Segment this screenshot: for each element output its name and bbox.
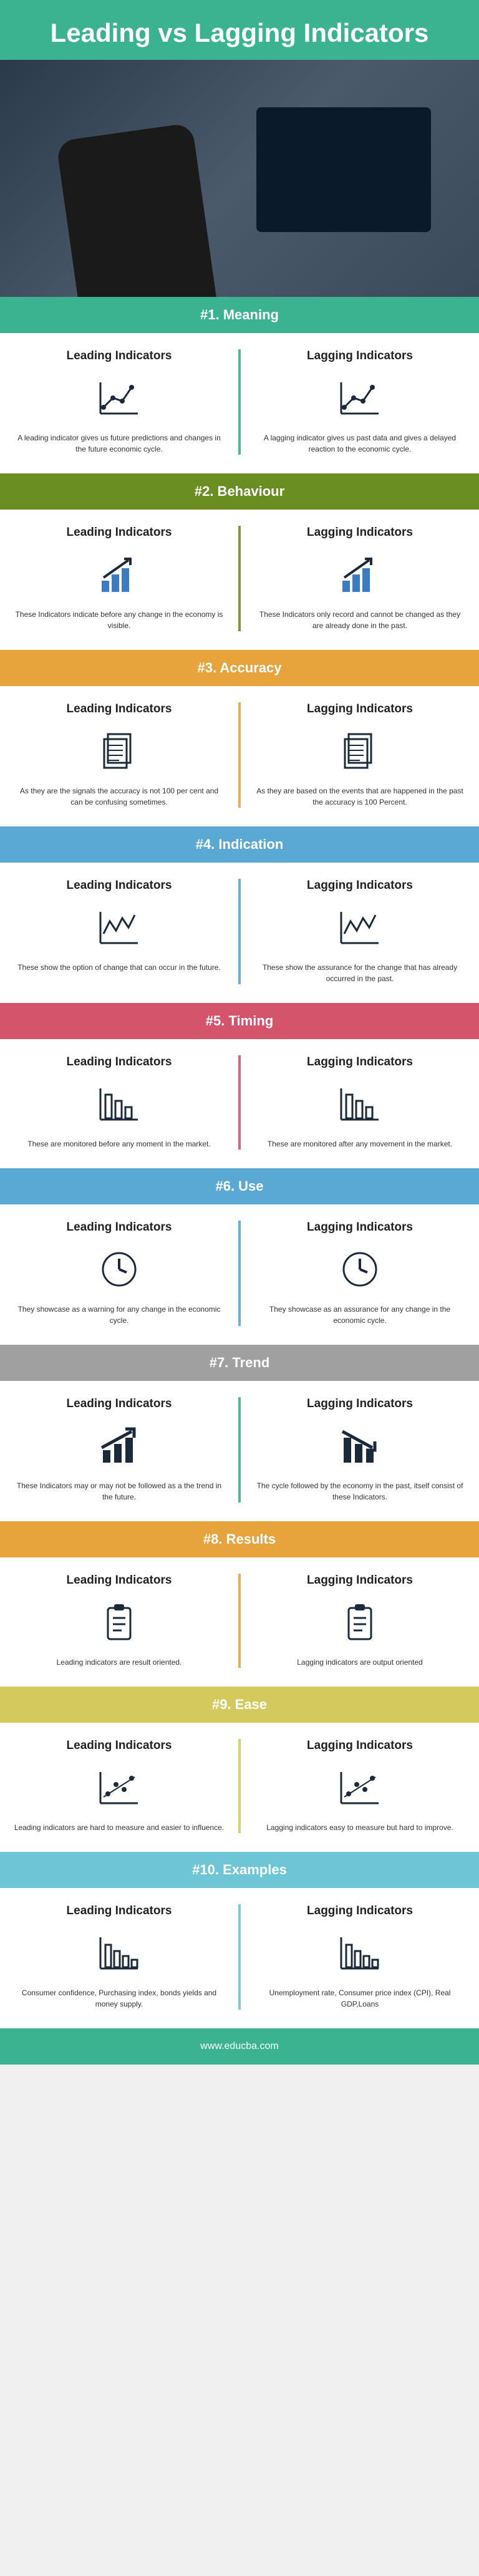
left-heading: Leading Indicators	[14, 1739, 225, 1753]
section-row-7: Leading Indicators These Indicators may …	[0, 1381, 479, 1521]
section-10-left-desc: Consumer confidence, Purchasing index, b…	[14, 1987, 225, 2010]
section-3-left-desc: As they are the signals the accuracy is …	[14, 785, 225, 808]
line-chart-up-icon	[91, 374, 147, 421]
section-header-5: #5. Timing	[0, 1003, 479, 1039]
section-header-10: #10. Examples	[0, 1852, 479, 1888]
left-heading: Leading Indicators	[14, 349, 225, 363]
section-row-8: Leading Indicators Leading indicators ar…	[0, 1557, 479, 1687]
left-heading: Leading Indicators	[14, 1574, 225, 1587]
section-2-right-desc: These Indicators only record and cannot …	[254, 609, 465, 631]
right-heading: Lagging Indicators	[254, 879, 465, 893]
right-heading: Lagging Indicators	[254, 1055, 465, 1069]
right-heading: Lagging Indicators	[254, 1221, 465, 1234]
page-title: Leading vs Lagging Indicators	[12, 19, 467, 47]
left-heading: Leading Indicators	[14, 1397, 225, 1411]
scatter-chart-icon	[91, 1764, 147, 1811]
left-heading: Leading Indicators	[14, 1055, 225, 1069]
left-heading: Leading Indicators	[14, 526, 225, 540]
right-heading: Lagging Indicators	[254, 526, 465, 540]
section-header-7: #7. Trend	[0, 1345, 479, 1381]
left-heading: Leading Indicators	[14, 702, 225, 716]
clock-icon	[91, 1246, 147, 1292]
section-header-6: #6. Use	[0, 1168, 479, 1204]
section-row-4: Leading Indicators These show the option…	[0, 863, 479, 1003]
left-heading: Leading Indicators	[14, 879, 225, 893]
right-heading: Lagging Indicators	[254, 349, 465, 363]
section-header-8: #8. Results	[0, 1521, 479, 1557]
section-header-3: #3. Accuracy	[0, 650, 479, 686]
section-8-right-desc: Lagging indicators are output oriented	[254, 1657, 465, 1668]
bar-chart-down-icon	[91, 1080, 147, 1127]
right-heading: Lagging Indicators	[254, 1574, 465, 1587]
section-2-left-desc: These Indicators indicate before any cha…	[14, 609, 225, 631]
bar-chart-icon	[91, 1929, 147, 1976]
section-7-right-desc: The cycle followed by the economy in the…	[254, 1480, 465, 1503]
section-header-9: #9. Ease	[0, 1687, 479, 1723]
section-3-right-desc: As they are based on the events that are…	[254, 785, 465, 808]
scatter-chart-icon	[332, 1764, 388, 1811]
section-row-6: Leading Indicators They showcase as a wa…	[0, 1204, 479, 1345]
section-8-left-desc: Leading indicators are result oriented.	[14, 1657, 225, 1668]
zigzag-chart-icon	[91, 904, 147, 951]
left-heading: Leading Indicators	[14, 1221, 225, 1234]
right-heading: Lagging Indicators	[254, 1397, 465, 1411]
section-row-1: Leading Indicators A leading indicator g…	[0, 333, 479, 473]
right-heading: Lagging Indicators	[254, 1904, 465, 1918]
page-header: Leading vs Lagging Indicators	[0, 0, 479, 60]
bar-chart-down-icon	[332, 1080, 388, 1127]
section-row-5: Leading Indicators These are monitored b…	[0, 1039, 479, 1168]
section-row-9: Leading Indicators Leading indicators ar…	[0, 1723, 479, 1852]
documents-icon	[332, 727, 388, 774]
section-9-left-desc: Leading indicators are hard to measure a…	[14, 1822, 225, 1833]
section-header-2: #2. Behaviour	[0, 473, 479, 510]
clock-icon	[332, 1246, 388, 1292]
clipboard-icon	[91, 1599, 147, 1645]
right-heading: Lagging Indicators	[254, 1739, 465, 1753]
bar-arrow-up-icon	[91, 551, 147, 598]
section-6-left-desc: They showcase as a warning for any chang…	[14, 1304, 225, 1326]
zigzag-chart-icon	[332, 904, 388, 951]
documents-icon	[91, 727, 147, 774]
section-row-2: Leading Indicators These Indicators indi…	[0, 510, 479, 650]
section-4-right-desc: These show the assurance for the change …	[254, 962, 465, 984]
section-5-right-desc: These are monitored after any movement i…	[254, 1138, 465, 1150]
section-10-right-desc: Unemployment rate, Consumer price index …	[254, 1987, 465, 2010]
section-1-right-desc: A lagging indicator gives us past data a…	[254, 432, 465, 455]
line-chart-up-icon	[332, 374, 388, 421]
section-row-10: Leading Indicators Consumer confidence, …	[0, 1888, 479, 2028]
right-heading: Lagging Indicators	[254, 702, 465, 716]
clipboard-icon	[332, 1599, 388, 1645]
page-footer: www.educba.com	[0, 2028, 479, 2065]
section-header-1: #1. Meaning	[0, 297, 479, 333]
section-5-left-desc: These are monitored before any moment in…	[14, 1138, 225, 1150]
section-7-left-desc: These Indicators may or may not be follo…	[14, 1480, 225, 1503]
section-6-right-desc: They showcase as an assurance for any ch…	[254, 1304, 465, 1326]
trend-up-icon	[91, 1422, 147, 1469]
bar-arrow-up-icon	[332, 551, 388, 598]
hero-image	[0, 60, 479, 297]
section-row-3: Leading Indicators As they are the signa…	[0, 686, 479, 826]
section-header-4: #4. Indication	[0, 826, 479, 863]
trend-down-icon	[332, 1422, 388, 1469]
left-heading: Leading Indicators	[14, 1904, 225, 1918]
section-9-right-desc: Lagging indicators easy to measure but h…	[254, 1822, 465, 1833]
bar-chart-icon	[332, 1929, 388, 1976]
section-1-left-desc: A leading indicator gives us future pred…	[14, 432, 225, 455]
section-4-left-desc: These show the option of change that can…	[14, 962, 225, 973]
